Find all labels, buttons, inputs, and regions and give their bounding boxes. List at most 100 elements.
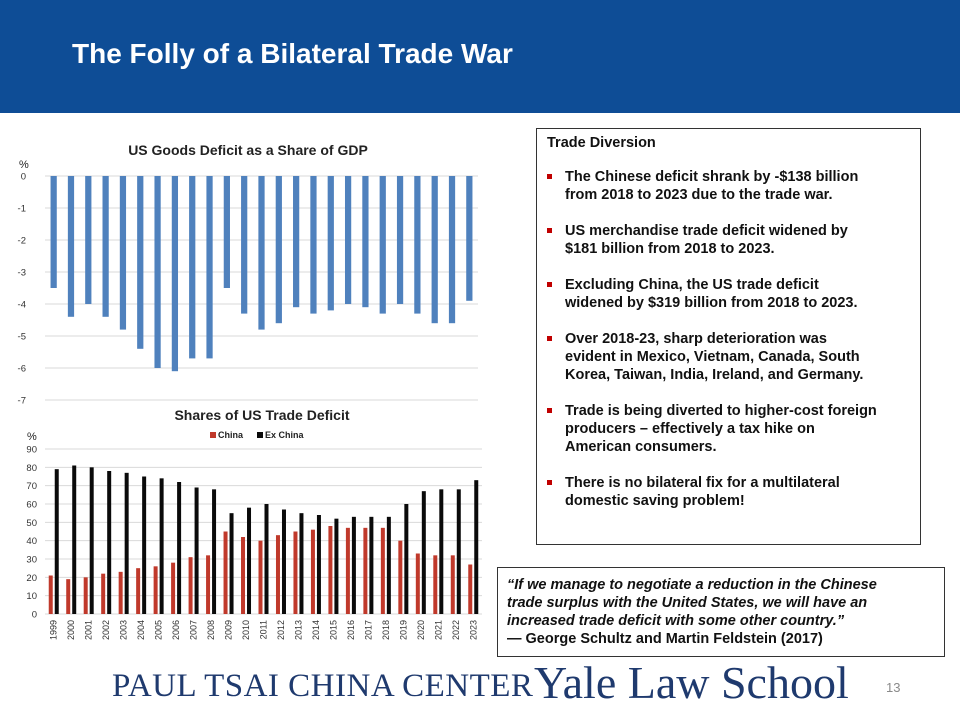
x-tick-label: 2012 [276, 620, 286, 640]
ex-china-bar [229, 513, 234, 614]
china-bar [153, 566, 158, 614]
y-tick-label: 0 [21, 172, 26, 183]
china-bar [293, 531, 298, 614]
y-tick-label: 50 [26, 518, 37, 529]
deficit-bar [362, 176, 369, 308]
bullet-line: Over 2018-23, sharp deterioration was [565, 331, 827, 347]
ex-china-bar [474, 480, 479, 614]
china-bar [310, 529, 315, 614]
ex-china-bar [54, 469, 59, 614]
deficit-bar [396, 176, 404, 304]
deficit-bar [241, 176, 248, 314]
y-tick-label: 90 [26, 445, 37, 456]
x-tick-label: 2020 [416, 620, 426, 640]
x-tick-label: 2008 [206, 620, 216, 640]
bullet-line: evident in Mexico, Vietnam, Canada, Sout… [565, 349, 860, 365]
page-number: 13 [886, 680, 901, 695]
deficit-bar [102, 176, 109, 317]
bullet-line: There is no bilateral fix for a multilat… [565, 475, 840, 491]
legend-swatch-exchina [257, 432, 263, 438]
x-tick-label: 2019 [398, 620, 408, 640]
deficit-bar [50, 176, 57, 288]
quote-line: increased trade deficit with some other … [507, 613, 845, 629]
china-bar [258, 540, 263, 614]
bullet-square-icon [547, 336, 552, 341]
ex-china-bar [247, 507, 252, 614]
bullet-line: US merchandise trade deficit widened by [565, 223, 848, 239]
bullet-square-icon [547, 408, 552, 413]
china-bar [380, 527, 385, 614]
x-tick-label: 2005 [154, 620, 164, 640]
china-bar [188, 557, 193, 614]
y-tick-label: -4 [18, 300, 26, 311]
bullet-line: domestic saving problem! [565, 493, 745, 509]
deficit-bar [171, 176, 179, 372]
x-tick-label: 2013 [293, 620, 303, 640]
china-bar [363, 527, 368, 614]
x-tick-label: 2022 [451, 620, 461, 640]
chart2-title: Shares of US Trade Deficit [174, 407, 349, 423]
deficit-bar [258, 176, 265, 330]
deficit-bar [275, 176, 282, 324]
china-bar [66, 579, 71, 614]
deficit-bar [85, 176, 92, 304]
china-bar [206, 555, 211, 614]
ex-china-bar [159, 478, 164, 614]
china-bar [83, 577, 88, 614]
legend-swatch-china [210, 432, 216, 438]
trade-diversion-box: Trade Diversion The Chinese deficit shra… [536, 128, 921, 545]
deficit-bar [327, 176, 334, 311]
deficit-bar [466, 176, 473, 301]
china-bar [118, 571, 123, 614]
slide-title: The Folly of a Bilateral Trade War [72, 38, 513, 69]
yale-law-school-logo: Yale Law School [534, 657, 849, 708]
quote-line: “If we manage to negotiate a reduction i… [507, 577, 877, 593]
y-tick-label: -1 [18, 204, 26, 215]
bullet-square-icon [547, 174, 552, 179]
y-tick-label: -6 [18, 364, 26, 375]
china-bar [136, 568, 141, 614]
bullet-line: Excluding China, the US trade deficit [565, 277, 819, 293]
x-tick-label: 2015 [328, 620, 338, 640]
trade-diversion-bullet: Excluding China, the US trade deficit wid… [547, 276, 910, 312]
ex-china-bar [386, 516, 391, 614]
quote-line: trade surplus with the United States, we… [507, 595, 868, 611]
bullet-line: Korea, Taiwan, India, Ireland, and Germa… [565, 367, 864, 383]
legend-label-exchina: Ex China [265, 430, 305, 440]
goods-deficit-chart: US Goods Deficit as a Share of GDP % 0 -1… [18, 142, 478, 407]
deficit-bar [154, 176, 161, 368]
y-tick-label: 40 [26, 536, 37, 547]
x-tick-label: 2004 [136, 620, 146, 640]
y-tick-label: 0 [32, 610, 37, 621]
x-tick-label: 2017 [363, 620, 373, 640]
chart2-legend: China Ex China [210, 430, 305, 440]
bullet-line: The Chinese deficit shrank by -$138 bill… [565, 169, 859, 185]
ex-china-bar [107, 471, 112, 614]
x-tick-label: 2021 [433, 620, 443, 640]
ex-china-bar [72, 465, 77, 614]
header-banner [0, 0, 960, 113]
y-tick-label: 80 [26, 463, 37, 474]
china-bar [241, 537, 246, 614]
y-tick-label: 30 [26, 555, 37, 566]
bullet-square-icon [547, 282, 552, 287]
x-tick-label: 2001 [84, 620, 94, 640]
bullet-line: producers – effectively a tax hike on [565, 421, 815, 437]
x-tick-label: 2023 [468, 620, 478, 640]
y-tick-label: -5 [18, 332, 26, 343]
x-tick-label: 2016 [346, 620, 356, 640]
ex-china-bar [89, 467, 94, 614]
ex-china-bar [334, 518, 339, 614]
trade-diversion-heading: Trade Diversion [547, 135, 656, 151]
ex-china-bar [456, 489, 461, 614]
deficit-bar [431, 176, 438, 324]
deficit-bar [414, 176, 421, 314]
x-tick-label: 2002 [101, 620, 111, 640]
x-tick-label: 2018 [381, 620, 391, 640]
deficit-bar [293, 176, 300, 308]
china-bar [345, 527, 350, 614]
china-bar [415, 553, 420, 614]
bullet-square-icon [547, 228, 552, 233]
china-bar [48, 575, 53, 614]
ex-china-bar [439, 489, 444, 614]
